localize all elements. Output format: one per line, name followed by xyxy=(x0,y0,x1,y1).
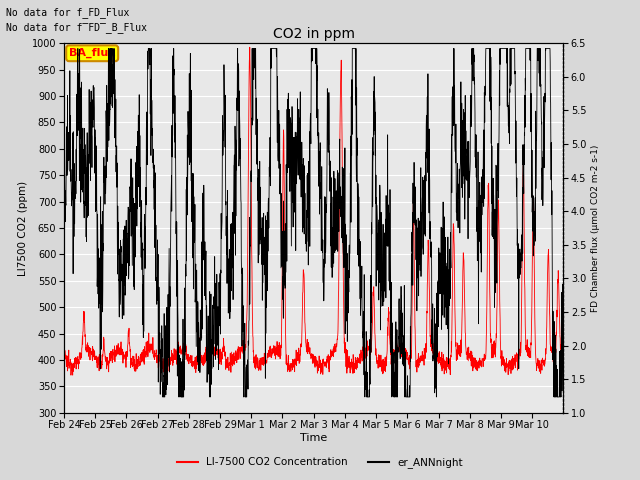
X-axis label: Time: Time xyxy=(300,433,327,443)
Text: No data for f̅FD̅_B_Flux: No data for f̅FD̅_B_Flux xyxy=(6,22,147,33)
Y-axis label: FD Chamber flux (μmol CO2 m-2 s-1): FD Chamber flux (μmol CO2 m-2 s-1) xyxy=(591,144,600,312)
Text: No data for f_FD_Flux: No data for f_FD_Flux xyxy=(6,7,130,18)
Legend: LI-7500 CO2 Concentration, er_ANNnight: LI-7500 CO2 Concentration, er_ANNnight xyxy=(173,453,467,472)
Y-axis label: LI7500 CO2 (ppm): LI7500 CO2 (ppm) xyxy=(18,180,28,276)
Text: BA_flux: BA_flux xyxy=(69,48,115,59)
Title: CO2 in ppm: CO2 in ppm xyxy=(273,27,355,41)
